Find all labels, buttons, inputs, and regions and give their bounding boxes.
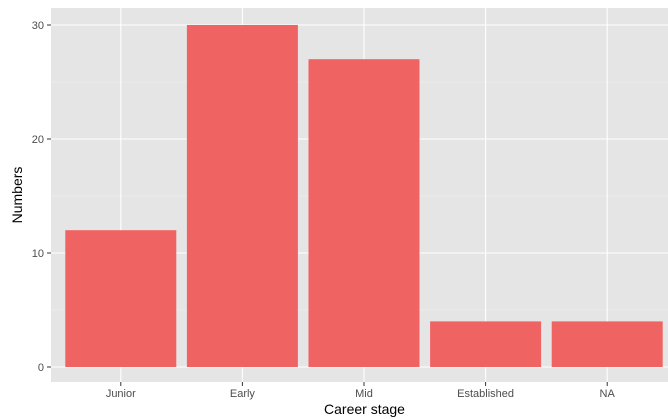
x-tick-label: Mid bbox=[355, 388, 373, 400]
x-axis-title: Career stage bbox=[324, 401, 405, 417]
bars-group bbox=[65, 25, 663, 367]
x-axis: Junior Early Mid Established NA bbox=[106, 382, 616, 400]
x-tick-label: Early bbox=[230, 388, 256, 400]
y-tick-label: 10 bbox=[32, 248, 44, 260]
bar-junior bbox=[65, 230, 177, 367]
bar-established bbox=[430, 321, 542, 367]
bar-mid bbox=[308, 59, 420, 367]
x-tick-label: Junior bbox=[106, 388, 136, 400]
y-tick-label: 0 bbox=[38, 362, 44, 374]
y-tick-label: 30 bbox=[32, 20, 44, 32]
bar-early bbox=[186, 25, 298, 367]
y-axis-title: Numbers bbox=[9, 167, 25, 224]
bar-na bbox=[551, 321, 663, 367]
x-tick-label: Established bbox=[457, 388, 514, 400]
x-tick-label: NA bbox=[600, 388, 616, 400]
y-axis: 0 10 20 30 bbox=[32, 20, 51, 374]
y-tick-label: 20 bbox=[32, 134, 44, 146]
